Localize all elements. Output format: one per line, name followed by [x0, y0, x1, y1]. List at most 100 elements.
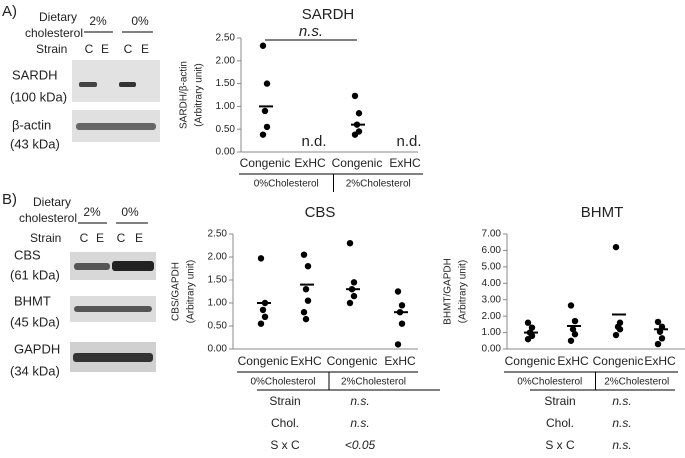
- group-label: 0%Cholesterol: [517, 377, 582, 388]
- lane: C: [80, 231, 89, 245]
- diet: 0%: [131, 14, 149, 28]
- x-tick-label: Congenic: [327, 354, 378, 368]
- data-point: [654, 318, 662, 326]
- lane: E: [135, 231, 143, 245]
- group-label: 0%Cholesterol: [254, 179, 319, 190]
- data-point: [524, 319, 532, 326]
- data-point: [567, 302, 575, 309]
- data-point: [346, 240, 354, 247]
- data-point: [304, 263, 312, 270]
- x-tick-label: ExHC: [384, 354, 416, 368]
- x-tick-label: Congenic: [238, 354, 289, 368]
- data-point: [263, 80, 271, 87]
- x-tick-label: Congenic: [505, 354, 556, 368]
- stats-factor: S x C: [545, 438, 575, 452]
- y-axis-label: (Arbitrary unit): [458, 260, 469, 323]
- group-label: 0%Cholesterol: [250, 377, 315, 388]
- x-tick-label: Congenic: [240, 156, 291, 170]
- data-point: [259, 42, 267, 49]
- data-point: [569, 326, 577, 333]
- strain-label: Strain: [30, 231, 61, 245]
- data-point: [654, 340, 662, 348]
- y-tick-label: 2.00: [208, 252, 228, 263]
- protein-size: (45 kDa): [10, 314, 60, 329]
- data-point: [616, 326, 624, 333]
- y-tick-label: 1.50: [216, 78, 236, 89]
- data-point: [571, 331, 579, 338]
- significance: n.s.: [299, 23, 323, 40]
- x-tick-label: Congenic: [332, 156, 383, 170]
- data-point: [261, 313, 269, 320]
- band: [76, 123, 156, 130]
- strain-label: Strain: [36, 42, 67, 56]
- y-tick-label: 0.00: [482, 344, 502, 355]
- group-label: 2%Cholesterol: [604, 377, 669, 388]
- lane: E: [101, 42, 109, 56]
- diet: 0%: [121, 205, 139, 219]
- panel-label: B): [2, 191, 17, 208]
- protein-size: (61 kDa): [10, 267, 60, 282]
- protein: BHMT: [14, 293, 51, 308]
- data-point: [263, 123, 271, 131]
- protein: β-actin: [12, 117, 51, 132]
- y-tick-label: 1.00: [208, 298, 228, 309]
- y-tick-label: 4.00: [482, 278, 502, 289]
- blot-b: Dietary cholesterol 2% 0% Strain C E C E…: [10, 195, 156, 378]
- data-point: [571, 317, 579, 325]
- group-label: 2%Cholesterol: [346, 179, 411, 190]
- y-tick-label: 2.50: [216, 33, 236, 44]
- chart-title: SARDH: [302, 6, 355, 23]
- diet: 2%: [89, 14, 107, 28]
- diet-label: Dietary: [39, 10, 77, 24]
- data-point: [300, 309, 308, 316]
- data-point: [394, 288, 402, 295]
- y-tick-label: 1.00: [482, 327, 502, 338]
- data-point: [398, 302, 406, 309]
- x-tick-label: ExHC: [557, 354, 589, 368]
- lane: E: [141, 42, 149, 56]
- y-tick-label: 5.00: [482, 261, 502, 272]
- data-point: [302, 286, 310, 293]
- data-point: [350, 292, 358, 300]
- x-tick-label: ExHC: [294, 156, 326, 170]
- stats-factor: Chol.: [546, 416, 574, 430]
- y-axis-label: BHMT/GAPDH: [443, 258, 454, 325]
- chart-title: CBS: [305, 204, 336, 221]
- y-axis-label: (Arbitrary unit): [194, 63, 205, 126]
- data-point: [355, 110, 363, 117]
- y-tick-label: 2.00: [482, 311, 502, 322]
- stats-factor: S x C: [270, 438, 300, 452]
- lane: E: [96, 231, 104, 245]
- note: n.d.: [301, 133, 326, 150]
- protein-size: (43 kDa): [10, 136, 60, 151]
- data-point: [350, 279, 358, 286]
- data-point: [398, 320, 406, 327]
- diet-label: cholesterol: [25, 26, 83, 40]
- data-point: [351, 131, 359, 138]
- protein-size: (34 kDa): [10, 363, 60, 378]
- lane: C: [85, 42, 94, 56]
- stats-factor: Chol.: [271, 416, 299, 430]
- data-point: [612, 331, 620, 339]
- y-tick-label: 2.50: [208, 229, 228, 240]
- data-point: [302, 315, 310, 323]
- band: [74, 263, 110, 270]
- y-axis-label: SARDH/β-actin: [179, 61, 190, 129]
- data-point: [257, 255, 265, 262]
- y-tick-label: 1.00: [216, 101, 236, 112]
- protein: SARDH: [12, 67, 58, 82]
- lane: C: [124, 42, 133, 56]
- data-point: [528, 324, 536, 331]
- protein: CBS: [14, 247, 41, 262]
- chart-title: BHMT: [581, 204, 624, 221]
- data-point: [304, 297, 312, 304]
- data-point: [658, 335, 666, 342]
- stats-p: n.s.: [350, 394, 369, 408]
- stats-p: n.s.: [612, 438, 631, 452]
- y-tick-label: 6.00: [482, 245, 502, 256]
- data-point: [261, 107, 269, 115]
- y-axis-label: CBS/GAPDH: [171, 262, 182, 321]
- data-point: [300, 251, 308, 258]
- band: [112, 261, 154, 271]
